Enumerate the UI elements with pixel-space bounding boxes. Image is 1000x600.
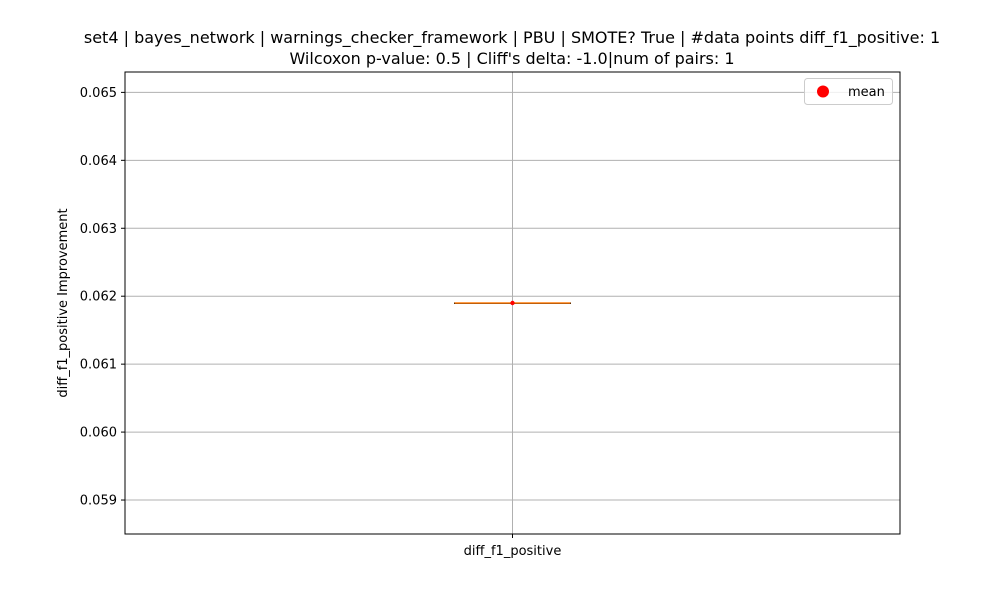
- box-layer: [454, 300, 571, 306]
- chart-title-line-1: set4 | bayes_network | warnings_checker_…: [84, 28, 940, 48]
- y-tick-label: 0.059: [80, 494, 117, 509]
- y-tick-label: 0.065: [80, 86, 117, 101]
- mean-marker: [510, 300, 515, 306]
- y-axis-ticks: 0.059 0.060 0.061 0.062 0.063 0.064 0.065: [80, 86, 125, 509]
- x-axis-ticks: diff_f1_positive: [464, 534, 562, 559]
- y-axis-label: diff_f1_positive Improvement: [56, 208, 71, 397]
- plot-frame: [124, 71, 901, 535]
- legend-mean-label: mean: [848, 85, 885, 100]
- y-tick-label: 0.063: [80, 222, 117, 237]
- legend: mean: [804, 78, 893, 105]
- y-tick-label: 0.060: [80, 426, 117, 441]
- y-tick-label: 0.064: [80, 154, 117, 169]
- legend-mean-marker: [817, 85, 829, 98]
- y-tick-label: 0.062: [80, 290, 117, 305]
- y-tick-label: 0.061: [80, 358, 117, 373]
- x-tick-label: diff_f1_positive: [464, 544, 562, 559]
- legend-frame: [804, 78, 893, 105]
- chart-title-line-2: Wilcoxon p-value: 0.5 | Cliff's delta: -…: [289, 49, 734, 68]
- grid-lines: [125, 72, 900, 534]
